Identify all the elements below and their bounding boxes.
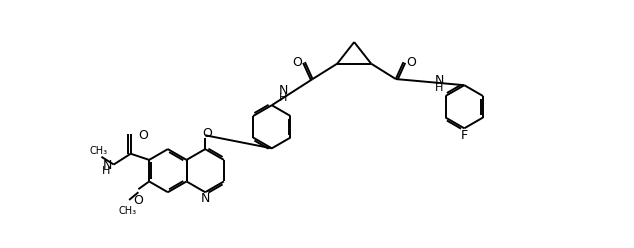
Text: CH₃: CH₃ [89, 146, 107, 156]
Text: N: N [434, 74, 444, 87]
Text: H: H [279, 93, 287, 103]
Text: N: N [103, 159, 112, 172]
Text: O: O [406, 56, 416, 69]
Text: O: O [133, 194, 143, 207]
Text: O: O [202, 127, 212, 140]
Text: O: O [138, 129, 148, 142]
Text: F: F [461, 129, 468, 142]
Text: H: H [102, 166, 110, 176]
Text: H: H [435, 83, 443, 93]
Text: N: N [200, 192, 210, 205]
Text: N: N [278, 84, 288, 97]
Text: CH₃: CH₃ [119, 206, 137, 216]
Text: O: O [292, 56, 302, 69]
